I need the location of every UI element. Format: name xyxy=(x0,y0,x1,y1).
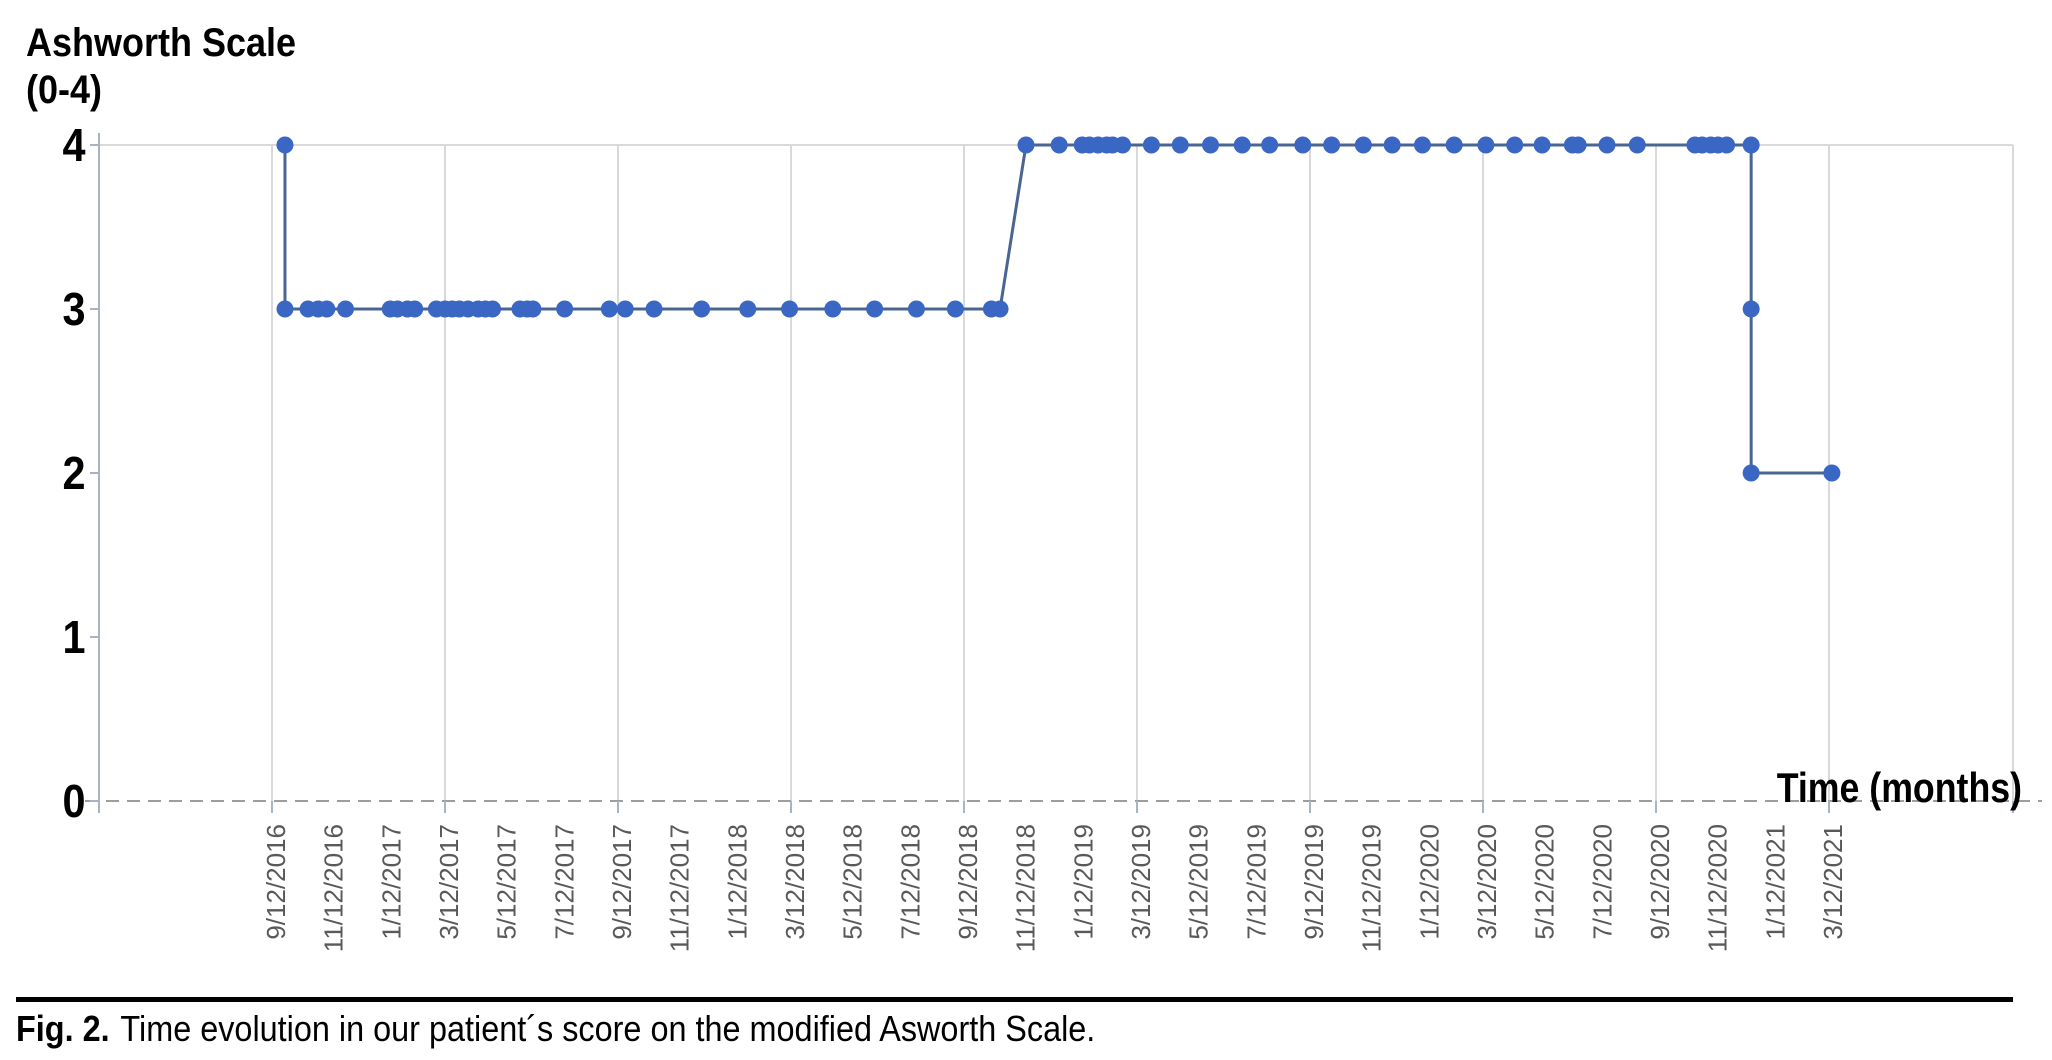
x-tick-label: 9/12/2019 xyxy=(1299,824,1329,940)
x-tick-label: 3/12/2018 xyxy=(780,824,810,940)
data-point xyxy=(781,300,799,318)
x-tick-label: 11/12/2018 xyxy=(1011,824,1041,952)
data-point xyxy=(1413,136,1431,154)
x-tick-label: 3/12/2020 xyxy=(1472,824,1502,940)
y-tick-label: 0 xyxy=(62,775,86,827)
data-point xyxy=(1142,136,1160,154)
data-point xyxy=(1718,136,1736,154)
figure-caption-number: Fig. 2. xyxy=(16,1008,110,1049)
x-tick-label: 7/12/2018 xyxy=(895,824,925,940)
data-point xyxy=(616,300,634,318)
caption-divider xyxy=(16,997,2013,1002)
y-axis-labels: 0 1 2 3 4 xyxy=(0,0,86,900)
data-point xyxy=(1294,136,1312,154)
x-tick-label: 3/12/2019 xyxy=(1126,824,1156,940)
data-point xyxy=(1598,136,1616,154)
y-tick-label: 3 xyxy=(62,283,86,335)
x-tick-label: 1/12/2021 xyxy=(1760,824,1790,940)
figure-caption-text: Time evolution in our patient´s score on… xyxy=(120,1008,1096,1049)
x-tick-label: 7/12/2019 xyxy=(1241,824,1271,940)
x-tick-label: 5/12/2017 xyxy=(492,824,522,940)
data-point xyxy=(645,300,663,318)
data-point xyxy=(276,136,294,154)
x-tick-label: 7/12/2017 xyxy=(549,824,579,940)
data-point xyxy=(1354,136,1372,154)
data-point xyxy=(1261,136,1279,154)
data-point xyxy=(739,300,757,318)
chart-title-line1: Ashworth Scale xyxy=(26,21,297,65)
data-point xyxy=(1050,136,1068,154)
data-point xyxy=(1171,136,1189,154)
data-point xyxy=(600,300,618,318)
x-tick-label: 11/12/2016 xyxy=(319,824,349,952)
x-tick-label: 9/12/2017 xyxy=(607,824,637,940)
data-point xyxy=(1533,136,1551,154)
x-tick-label: 11/12/2017 xyxy=(665,824,695,952)
chart-title-line2: (0-4) xyxy=(26,68,103,112)
data-point xyxy=(907,300,925,318)
data-point xyxy=(946,300,964,318)
y-tick-label: 1 xyxy=(62,611,86,663)
data-point xyxy=(824,300,842,318)
data-point xyxy=(1383,136,1401,154)
chart-title: Ashworth Scale (0-4) xyxy=(26,20,296,114)
data-point xyxy=(1628,136,1646,154)
data-point xyxy=(406,300,424,318)
data-point xyxy=(1202,136,1220,154)
x-tick-label: 9/12/2018 xyxy=(953,824,983,940)
x-tick-label: 9/12/2020 xyxy=(1645,824,1675,940)
data-point xyxy=(556,300,574,318)
x-tick-label: 1/12/2019 xyxy=(1068,824,1098,940)
x-tick-label: 5/12/2019 xyxy=(1184,824,1214,940)
data-point xyxy=(1114,136,1132,154)
data-point xyxy=(1506,136,1524,154)
x-tick-label: 1/12/2020 xyxy=(1414,824,1444,940)
data-point xyxy=(524,300,542,318)
x-axis-title: Time (months) xyxy=(1776,764,2022,811)
x-tick-label: 7/12/2020 xyxy=(1587,824,1617,940)
x-tick-label: 1/12/2018 xyxy=(722,824,752,940)
x-tick-label: 5/12/2018 xyxy=(838,824,868,940)
data-point xyxy=(1742,464,1760,482)
data-point xyxy=(1477,136,1495,154)
data-point xyxy=(484,300,502,318)
x-tick-label: 3/12/2017 xyxy=(434,824,464,940)
x-tick-label: 11/12/2019 xyxy=(1357,824,1387,952)
data-point xyxy=(276,300,294,318)
data-point xyxy=(1323,136,1341,154)
data-point xyxy=(1233,136,1251,154)
x-tick-label: 9/12/2016 xyxy=(261,824,291,940)
x-tick-label: 11/12/2020 xyxy=(1703,824,1733,952)
data-point xyxy=(1742,300,1760,318)
figure-caption: Fig. 2. Time evolution in our patient´s s… xyxy=(16,1008,1095,1050)
data-point xyxy=(1445,136,1463,154)
data-point xyxy=(1823,464,1841,482)
data-point xyxy=(318,300,336,318)
data-point xyxy=(337,300,355,318)
x-tick-label: 5/12/2020 xyxy=(1530,824,1560,940)
data-point xyxy=(1017,136,1035,154)
data-point xyxy=(991,300,1009,318)
data-point xyxy=(1742,136,1760,154)
y-tick-label: 2 xyxy=(62,447,86,499)
y-tick-label: 4 xyxy=(62,119,86,171)
data-point xyxy=(866,300,884,318)
data-point xyxy=(693,300,711,318)
data-point xyxy=(1569,136,1587,154)
x-tick-label: 1/12/2017 xyxy=(376,824,406,940)
x-tick-label: 3/12/2021 xyxy=(1818,824,1848,940)
